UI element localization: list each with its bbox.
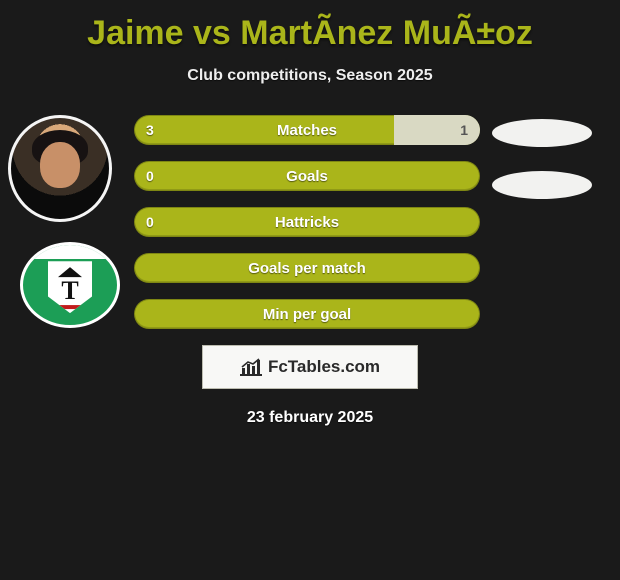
comparison-content: T 31Matches 0Goals 0Hattricks Goals per mat… xyxy=(0,115,620,427)
left-avatar-column: T xyxy=(8,115,118,328)
stat-label: Hattricks xyxy=(134,207,480,237)
page-title: Jaime vs MartÃ­nez MuÃ±oz xyxy=(0,0,620,53)
stat-row: Min per goal xyxy=(134,299,480,329)
badge-shield: T xyxy=(48,261,92,313)
subtitle: Club competitions, Season 2025 xyxy=(0,67,620,85)
opponent-badge-placeholder xyxy=(492,171,592,199)
stat-label: Matches xyxy=(134,115,480,145)
stat-row: 0Hattricks xyxy=(134,207,480,237)
source-logo-text: FcTables.com xyxy=(268,357,380,377)
stat-label: Goals xyxy=(134,161,480,191)
player-avatar xyxy=(8,115,112,222)
stat-label: Min per goal xyxy=(134,299,480,329)
right-avatar-column xyxy=(492,119,602,223)
date-label: 23 february 2025 xyxy=(0,409,620,427)
stat-row: 0Goals xyxy=(134,161,480,191)
stat-row: Goals per match xyxy=(134,253,480,283)
opponent-avatar-placeholder xyxy=(492,119,592,147)
stat-row: 31Matches xyxy=(134,115,480,145)
chart-icon xyxy=(240,358,262,376)
club-badge: T xyxy=(20,242,120,328)
stat-bars: 31Matches 0Goals 0Hattricks Goals per match… xyxy=(134,115,480,329)
source-logo: FcTables.com xyxy=(202,345,418,389)
stat-label: Goals per match xyxy=(134,253,480,283)
